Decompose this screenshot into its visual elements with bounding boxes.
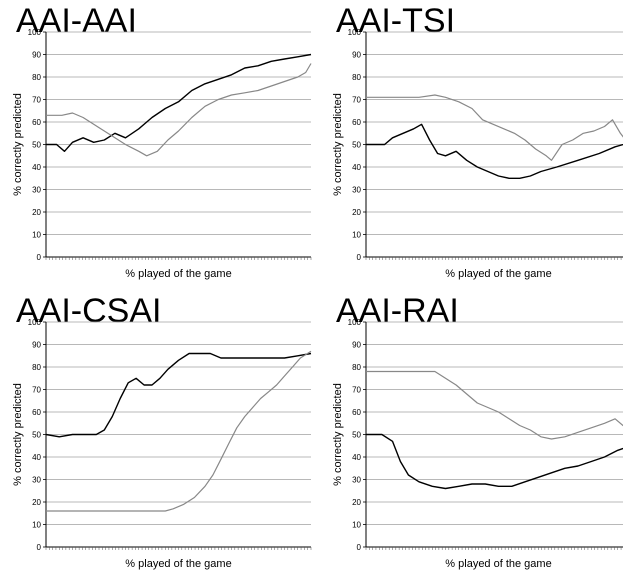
chart-panel-1: AAI-AAI 0 10 20 30 40 50 60 70 80 90 100 % played of… [12, 2, 312, 280]
chart-panel-2: AAI-TSI 0 10 20 30 40 50 60 70 80 90 100 % played of… [332, 2, 623, 280]
y-tick-label: 0 [357, 543, 362, 552]
y-tick-label: 50 [352, 431, 361, 440]
y-axis-title: % correctly predicted [332, 383, 344, 486]
chart-title: AAI-AAI [16, 2, 137, 40]
y-tick-label: 10 [32, 521, 41, 530]
y-tick-label: 90 [352, 51, 361, 60]
series-line-2 [46, 63, 312, 157]
x-axis-title: % played of the game [445, 558, 551, 570]
y-tick-label: 50 [32, 141, 41, 150]
y-tick-label: 0 [357, 253, 362, 262]
y-tick-label: 50 [352, 141, 361, 150]
y-tick-label: 60 [352, 118, 361, 127]
y-tick-label: 50 [32, 431, 41, 440]
y-tick-label: 100 [348, 318, 362, 327]
y-tick-label: 20 [32, 208, 41, 217]
y-tick-label: 20 [32, 498, 41, 507]
y-tick-label: 40 [352, 453, 361, 462]
y-tick-label: 90 [352, 341, 361, 350]
y-axis-title: % correctly predicted [12, 93, 24, 196]
x-axis-title: % played of the game [125, 268, 231, 280]
chart-title: AAI-RAI [336, 292, 459, 330]
series-line-1 [45, 352, 312, 438]
y-tick-label: 0 [37, 543, 42, 552]
chart-panel-3: AAI-CSAI 0 10 20 30 40 50 60 70 80 90 100 % played o… [12, 292, 312, 570]
y-tick-label: 20 [352, 498, 361, 507]
y-tick-label: 0 [37, 253, 42, 262]
y-tick-label: 80 [32, 363, 41, 372]
y-tick-label: 100 [28, 28, 42, 37]
y-tick-label: 30 [352, 186, 361, 195]
y-tick-label: 80 [32, 73, 41, 82]
series-line-1 [366, 433, 623, 490]
x-axis-title: % played of the game [445, 268, 551, 280]
y-tick-label: 70 [32, 96, 41, 105]
y-tick-label: 90 [32, 341, 41, 350]
x-axis-title: % played of the game [125, 558, 231, 570]
y-tick-label: 30 [32, 476, 41, 485]
y-tick-label: 30 [32, 186, 41, 195]
y-tick-label: 20 [352, 208, 361, 217]
series-line-1 [46, 53, 312, 152]
y-axis-title: % correctly predicted [12, 383, 24, 486]
y-tick-label: 70 [352, 386, 361, 395]
y-tick-label: 70 [352, 96, 361, 105]
y-tick-label: 100 [348, 28, 362, 37]
y-tick-label: 10 [32, 231, 41, 240]
y-tick-label: 90 [32, 51, 41, 60]
series-line-2 [366, 94, 623, 161]
series-line-1 [366, 123, 623, 179]
y-tick-label: 40 [352, 163, 361, 172]
y-tick-label: 10 [352, 521, 361, 530]
chart-title: AAI-TSI [336, 2, 455, 40]
y-tick-label: 10 [352, 231, 361, 240]
y-tick-label: 70 [32, 386, 41, 395]
y-tick-label: 80 [352, 73, 361, 82]
y-axis-title: % correctly predicted [332, 93, 344, 196]
y-tick-label: 30 [352, 476, 361, 485]
y-tick-label: 60 [352, 408, 361, 417]
chart-title: AAI-CSAI [16, 292, 161, 330]
y-tick-label: 60 [32, 408, 41, 417]
y-tick-label: 60 [32, 118, 41, 127]
y-tick-label: 40 [32, 163, 41, 172]
series-line-2 [46, 350, 312, 512]
y-tick-label: 40 [32, 453, 41, 462]
series-line-2 [366, 370, 623, 440]
chart-panel-4: AAI-RAI 0 10 20 30 40 50 60 70 80 90 100 % played of… [332, 292, 623, 570]
y-tick-label: 100 [28, 318, 42, 327]
y-tick-label: 80 [352, 363, 361, 372]
